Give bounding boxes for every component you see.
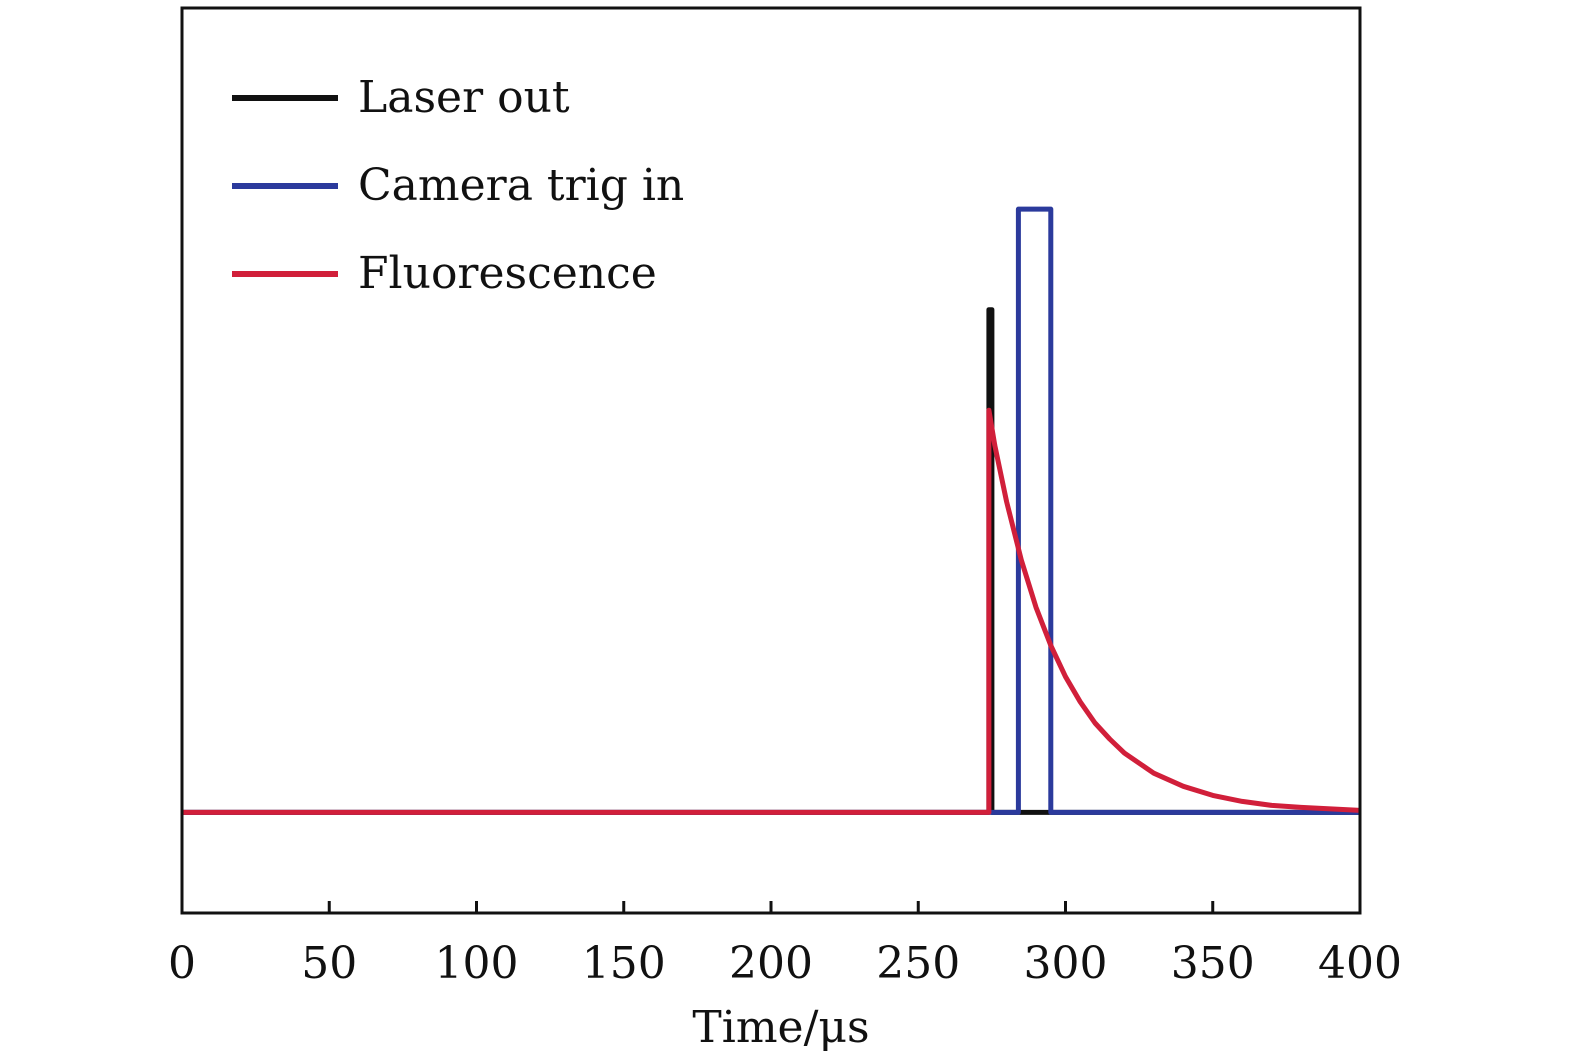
series-line-fluorescence: [182, 407, 1361, 815]
plot-frame: [180, 6, 1362, 915]
x-tick-label: 300: [1024, 938, 1108, 989]
x-tick-label: 250: [876, 938, 960, 989]
series-line-camera-trig-in: [182, 206, 1360, 815]
x-tick-label: 50: [301, 938, 357, 989]
x-tick-label: 100: [435, 938, 519, 989]
x-axis-title: Time/μs: [692, 1002, 869, 1053]
series-line-laser-out: [182, 307, 1360, 815]
x-tick-label: 150: [582, 938, 666, 989]
x-axis-ticks: 0 50 100 150 200 250 300 350 400: [168, 901, 1402, 989]
x-tick-label: 0: [168, 938, 196, 989]
plot-lines: [182, 206, 1361, 815]
x-tick-label: 350: [1171, 938, 1255, 989]
legend-label: Camera trig in: [358, 160, 684, 211]
legend-label: Fluorescence: [358, 248, 657, 299]
x-tick-label: 200: [729, 938, 813, 989]
legend: Laser out Camera trig in Fluorescence: [232, 72, 684, 299]
x-tick-label: 400: [1318, 938, 1402, 989]
legend-label: Laser out: [358, 72, 570, 123]
